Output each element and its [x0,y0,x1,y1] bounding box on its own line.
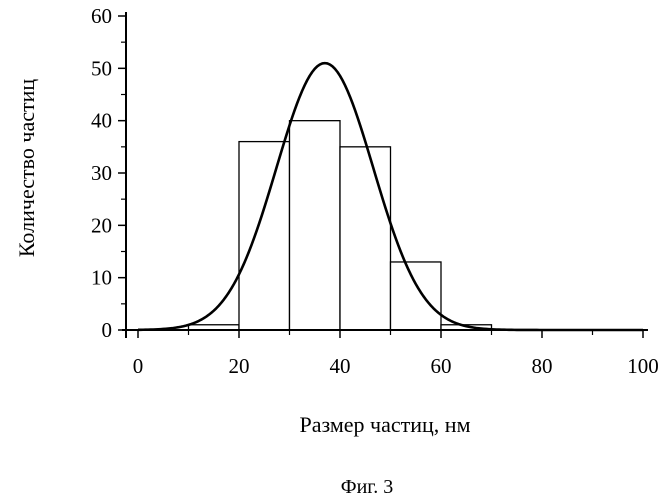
x-axis-title: Размер частиц, нм [299,412,470,437]
y-tick-label: 0 [102,318,113,342]
y-axis-ticks: 0 10 20 30 40 50 60 [91,4,126,342]
x-tick-label: 80 [532,354,553,378]
histogram-bar [290,121,341,330]
histogram-bar [340,147,391,330]
histogram-bars [189,121,492,330]
y-tick-label: 10 [91,266,112,290]
y-tick-label: 30 [91,161,112,185]
y-tick-label: 40 [91,109,112,133]
y-tick-label: 60 [91,4,112,28]
figure-caption: Фиг. 3 [341,476,393,498]
x-axis-ticks: 0 20 40 60 80 100 [133,330,659,378]
y-tick-label: 50 [91,56,112,80]
x-tick-label: 20 [229,354,250,378]
y-tick-label: 20 [91,213,112,237]
x-tick-label: 60 [431,354,452,378]
x-tick-label: 0 [133,354,144,378]
histogram-bar [391,262,442,330]
y-axis-title: Количество частиц [14,79,39,258]
histogram-bar [239,142,290,330]
x-tick-label: 100 [627,354,659,378]
x-tick-label: 40 [330,354,351,378]
